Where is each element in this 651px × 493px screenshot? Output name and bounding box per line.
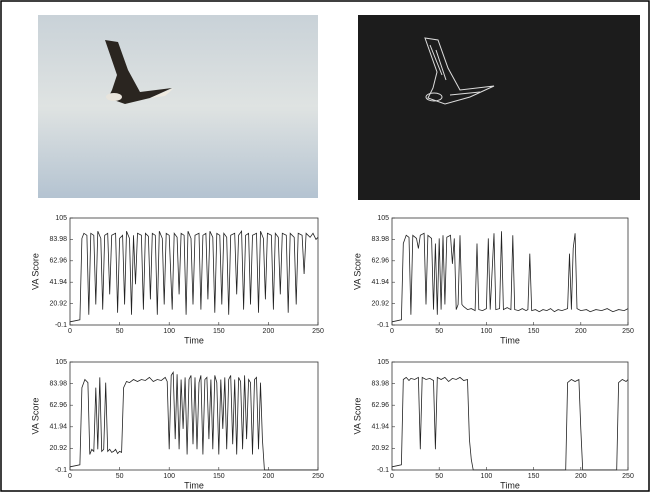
y-tick-label: 20.92	[371, 445, 389, 452]
x-tick-label: 50	[435, 328, 443, 335]
y-tick-label: -0.1	[377, 322, 389, 329]
y-axis-label: VA Score	[352, 253, 362, 290]
y-tick-label: 20.92	[49, 300, 67, 307]
x-tick-label: 200	[263, 328, 275, 335]
plot-area	[392, 362, 628, 470]
x-axis-label: Time	[500, 335, 520, 345]
saliency-map	[358, 15, 640, 200]
y-tick-label: 41.94	[371, 279, 389, 286]
line-chart: -0.1 20.92 41.94 62.96 83.98 105 0 50 100 150 200 2…	[30, 215, 324, 346]
x-tick-label: 100	[481, 473, 493, 480]
y-tick-label: 105	[55, 215, 67, 222]
y-tick-label: 41.94	[49, 424, 67, 431]
y-tick-label: -0.1	[377, 467, 389, 474]
y-tick-label: 41.94	[371, 424, 389, 431]
x-tick-label: 150	[213, 328, 225, 335]
x-tick-label: 50	[435, 473, 443, 480]
figure: -0.1 20.92 41.94 62.96 83.98 105 0 50 100 150 200 2…	[0, 0, 651, 493]
figure-canvas: -0.1 20.92 41.94 62.96 83.98 105 0 50 100 150 200 2…	[0, 0, 651, 493]
x-tick-label: 250	[622, 328, 634, 335]
line-chart: -0.1 20.92 41.94 62.96 83.98 105 0 50 100 150 200 2…	[352, 359, 634, 491]
x-axis-label: Time	[184, 335, 204, 345]
y-tick-label: 105	[377, 215, 389, 222]
y-tick-label: 20.92	[49, 445, 67, 452]
x-tick-label: 100	[481, 328, 493, 335]
x-tick-label: 150	[528, 328, 540, 335]
y-axis-label: VA Score	[30, 253, 40, 290]
y-tick-label: 83.98	[371, 236, 389, 243]
y-tick-label: 83.98	[49, 236, 67, 243]
y-axis-label: VA Score	[352, 398, 362, 435]
y-tick-label: 62.96	[371, 402, 389, 409]
x-tick-label: 200	[575, 328, 587, 335]
x-tick-label: 100	[163, 473, 175, 480]
y-tick-label: -0.1	[55, 322, 67, 329]
x-tick-label: 100	[163, 328, 175, 335]
y-tick-label: 62.96	[49, 258, 67, 265]
eagle-photo	[38, 15, 318, 198]
line-chart: -0.1 20.92 41.94 62.96 83.98 105 0 50 100 150 200 2…	[30, 359, 324, 491]
x-tick-label: 50	[116, 473, 124, 480]
y-tick-label: 20.92	[371, 300, 389, 307]
x-tick-label: 150	[213, 473, 225, 480]
x-tick-label: 0	[390, 473, 394, 480]
y-tick-label: 41.94	[49, 279, 67, 286]
x-tick-label: 250	[622, 473, 634, 480]
y-tick-label: 62.96	[49, 402, 67, 409]
x-tick-label: 150	[528, 473, 540, 480]
y-tick-label: 62.96	[371, 258, 389, 265]
x-axis-label: Time	[184, 480, 204, 490]
x-tick-label: 200	[263, 473, 275, 480]
x-axis-label: Time	[500, 480, 520, 490]
y-tick-label: 83.98	[371, 380, 389, 387]
y-tick-label: -0.1	[55, 467, 67, 474]
x-tick-label: 0	[68, 328, 72, 335]
x-tick-label: 0	[68, 473, 72, 480]
y-tick-label: 83.98	[49, 380, 67, 387]
y-tick-label: 105	[377, 359, 389, 366]
x-tick-label: 250	[312, 328, 324, 335]
x-tick-label: 250	[312, 473, 324, 480]
x-tick-label: 0	[390, 328, 394, 335]
x-tick-label: 200	[575, 473, 587, 480]
y-axis-label: VA Score	[30, 398, 40, 435]
line-chart: -0.1 20.92 41.94 62.96 83.98 105 0 50 100 150 200 2…	[352, 215, 634, 346]
x-tick-label: 50	[116, 328, 124, 335]
y-tick-label: 105	[55, 359, 67, 366]
